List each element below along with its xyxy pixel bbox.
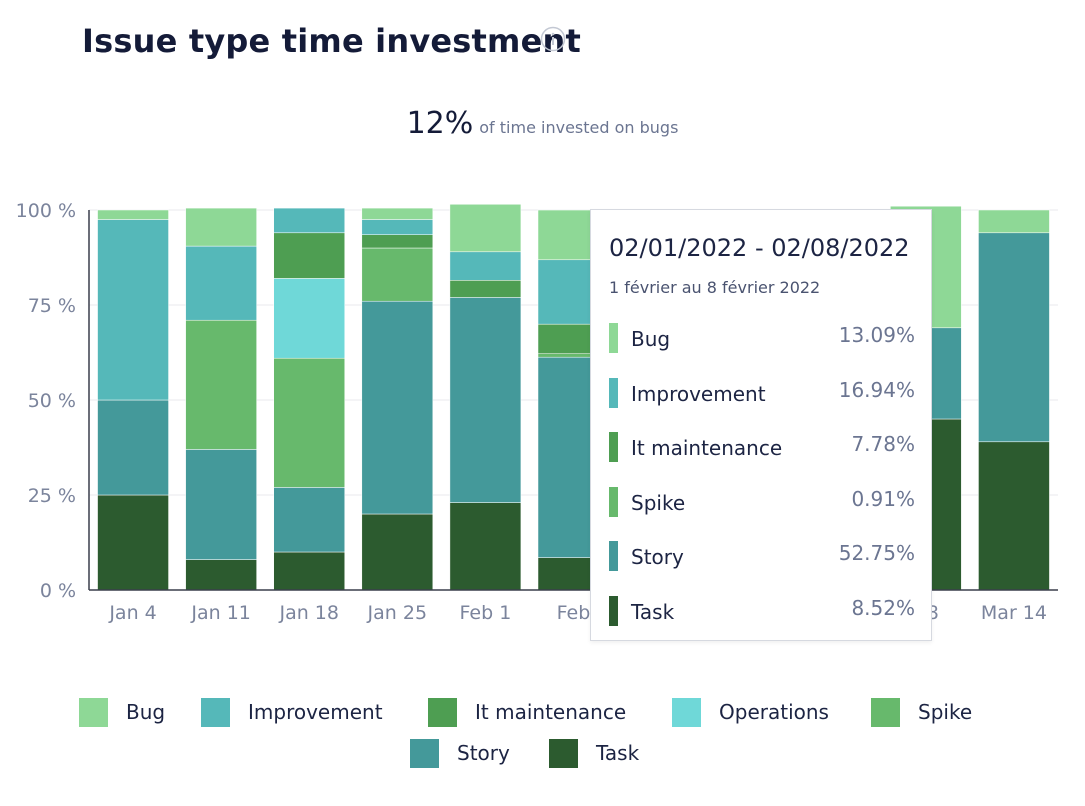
legend-label: Spike [918, 700, 973, 724]
legend-swatch [201, 698, 230, 727]
y-tick-label: 0 % [40, 580, 76, 602]
tooltip-series-value: 0.91% [851, 486, 915, 511]
legend-swatch [549, 739, 578, 768]
legend-label: Story [457, 741, 510, 765]
bar-segment-bug [97, 209, 169, 220]
tooltip-series-name: Improvement [631, 381, 766, 406]
info-icon[interactable] [540, 26, 566, 52]
bar-segment-task [97, 494, 169, 591]
tooltip-series-name: It maintenance [631, 436, 783, 460]
tooltip-swatch [609, 377, 618, 408]
bar-segment-improvement [97, 219, 169, 401]
x-tick-label: Feb 1 [460, 602, 512, 624]
bar-segment-it-maintenance [449, 280, 522, 298]
tooltip-series-value: 7.78% [851, 432, 915, 456]
bar-segment-bug [978, 209, 1050, 234]
tooltip-series-name: Task [631, 599, 675, 624]
tooltip-series-value: 16.94% [838, 377, 915, 402]
x-tick-label: Jan 11 [190, 602, 251, 624]
bar-segment-task [449, 502, 522, 591]
tooltip-row: Spike 0.91% [609, 486, 915, 517]
bar-segment-story [273, 487, 345, 553]
y-tick-label: 50 % [28, 390, 76, 412]
tooltip-series-value: 13.09% [838, 323, 915, 347]
tooltip-series-name: Bug [631, 327, 671, 351]
bar-segment-story [185, 449, 257, 560]
bar-segment-it-maintenance [273, 232, 345, 279]
legend-swatch [672, 698, 701, 727]
headline-text: of time invested on bugs [479, 118, 679, 137]
bar-segment-spike [273, 357, 345, 488]
tooltip-series-name: Spike [631, 490, 686, 515]
legend-label: Improvement [248, 700, 383, 724]
legend-swatch [79, 698, 108, 727]
bar-segment-task [273, 551, 345, 591]
tooltip-row: Bug 13.09% [609, 323, 915, 353]
tooltip-row: Improvement 16.94% [609, 377, 915, 408]
bar-segment-bug [449, 204, 522, 253]
tooltip-series-name: Story [631, 545, 684, 569]
y-tick-label: 75 % [28, 295, 76, 317]
tooltip-swatch [609, 486, 618, 517]
bar-segment-spike [361, 247, 434, 302]
legend-label: It maintenance [475, 700, 627, 724]
bar-segment-story [97, 399, 169, 496]
bar-segment-improvement [449, 251, 522, 281]
bar-segment-improvement [273, 207, 345, 234]
headline: 12% of time invested on bugs [0, 106, 1085, 141]
legend-swatch [871, 698, 900, 727]
bar-segment-task [185, 559, 257, 591]
x-tick-label: Jan 25 [367, 602, 428, 624]
bar-segment-it-maintenance [361, 234, 434, 249]
tooltip-swatch [609, 323, 618, 353]
bar-segment-bug [185, 207, 257, 247]
x-tick-label: Feb [557, 602, 591, 624]
bar-segment-task [361, 513, 434, 591]
tooltip-series-value: 8.52% [851, 595, 915, 620]
tooltip-row: Story 52.75% [609, 541, 915, 571]
bar-segment-story [449, 297, 522, 503]
legend-swatch [410, 739, 439, 768]
legend-label: Bug [126, 700, 166, 724]
chart-title: Issue type time investment [82, 22, 581, 60]
headline-value: 12% [406, 106, 474, 141]
legend-label: Task [596, 741, 640, 765]
tooltip-subtitle: 1 février au 8 février 2022 [609, 278, 821, 297]
y-tick-label: 25 % [28, 485, 76, 507]
tooltip: 02/01/2022 - 02/08/2022 1 février au 8 f… [590, 209, 932, 641]
legend-swatch [428, 698, 457, 727]
x-tick-label: Jan 18 [278, 602, 339, 624]
tooltip-series-value: 52.75% [838, 541, 915, 565]
tooltip-row: It maintenance 7.78% [609, 432, 915, 462]
bar-segment-bug [361, 207, 434, 220]
bar-segment-operations [273, 278, 345, 359]
bar-segment-story [361, 300, 434, 515]
x-tick-label: Jan 4 [108, 602, 156, 624]
legend-label: Operations [719, 700, 829, 724]
bar-segment-spike [185, 319, 257, 450]
tooltip-swatch [609, 541, 618, 571]
y-tick-label: 100 % [16, 200, 76, 222]
tooltip-swatch [609, 595, 618, 626]
bar-segment-story [978, 232, 1050, 443]
tooltip-swatch [609, 432, 618, 462]
x-tick-label: Mar 14 [981, 602, 1047, 624]
tooltip-row: Task 8.52% [609, 595, 915, 626]
bar-segment-improvement [361, 219, 434, 235]
bar-segment-improvement [185, 245, 257, 321]
tooltip-date-range: 02/01/2022 - 02/08/2022 [609, 234, 910, 262]
bar-segment-task [978, 441, 1050, 591]
